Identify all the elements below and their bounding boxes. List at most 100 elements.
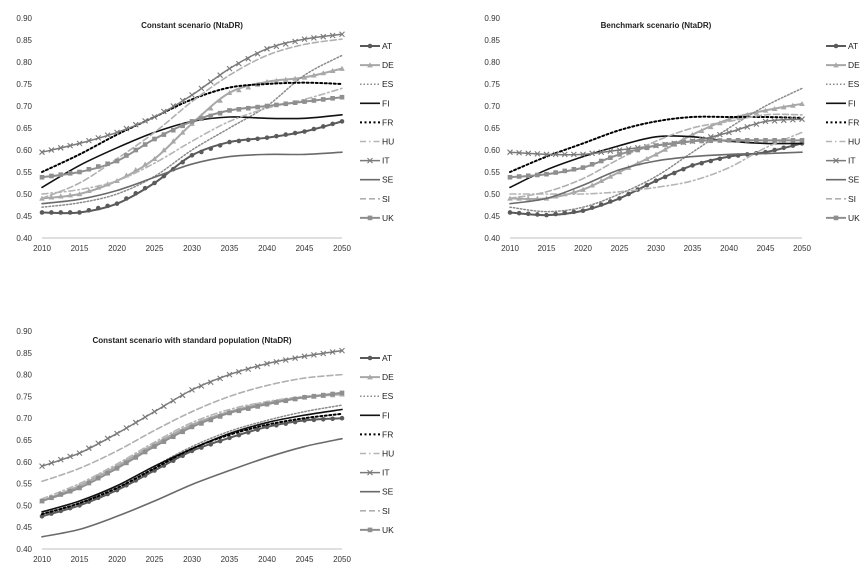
data-point [48,460,55,466]
legend-label: FR [382,429,393,439]
data-point [698,127,705,133]
data-point [179,129,186,135]
data-point [236,138,242,144]
data-point [160,108,167,115]
data-point [217,414,223,419]
y-tick-label: 0.80 [484,58,500,67]
data-point [608,155,613,160]
legend-label: AT [848,41,858,51]
data-point [708,138,714,144]
data-point [227,139,232,145]
data-point [189,386,195,393]
data-point [320,392,326,398]
data-point [48,194,55,200]
data-point [771,105,778,111]
data-point [516,149,523,156]
data-point [771,117,778,124]
series-line [41,437,343,538]
data-point [57,144,64,151]
legend-item-uk: UK [360,213,394,223]
data-point [86,187,92,193]
data-point [207,105,214,111]
series-line [41,38,343,200]
y-tick-label: 0.55 [16,480,32,489]
data-point [85,445,92,452]
data-point [780,104,787,110]
series-fr [41,412,343,516]
data-point [123,125,130,132]
data-point [762,107,769,113]
data-point [199,116,204,121]
legend-label: SI [382,194,390,204]
legend-marker [367,43,373,49]
data-point [653,143,659,148]
data-point [653,151,659,157]
data-point [142,142,148,147]
legend-item-fr: FR [360,117,393,127]
y-tick-label: 0.85 [16,36,32,45]
data-point [516,210,522,216]
data-point [608,199,613,204]
series-es [509,87,803,213]
data-point [282,357,289,363]
data-point [39,498,45,504]
data-point [790,102,796,108]
data-point [580,186,586,192]
data-point [236,107,242,112]
legend-label: FI [848,98,856,108]
y-tick-label: 0.50 [484,190,500,199]
legend-item-fi: FI [360,98,390,108]
data-point [189,424,195,430]
data-point [516,174,522,179]
data-point [254,50,261,57]
legend-label: FI [382,98,390,108]
data-point [799,116,805,123]
data-point [562,210,568,216]
data-point [67,453,74,460]
data-point [255,427,260,432]
data-point [607,173,614,179]
data-point [644,182,650,188]
data-point [49,210,54,215]
data-point [132,121,139,128]
data-point [207,78,214,85]
data-point [763,138,768,143]
x-tick-label: 2015 [538,244,556,253]
legend-item-si: SI [826,194,856,204]
data-point [264,360,270,367]
data-point [320,124,326,129]
y-tick-label: 0.80 [16,371,32,380]
data-point [170,434,176,440]
chart-constant-scenario: Constant scenario (NtaDR) 0.40 0.45 0.50 0.5… [16,14,394,253]
legend-label: DE [848,60,860,70]
data-point [671,141,677,146]
legend-label: UK [382,213,394,223]
data-point [39,463,45,470]
chart-title: Constant scenario with standard populati… [92,336,291,345]
data-point [561,151,568,158]
data-point [198,85,205,92]
data-point [189,119,195,124]
legend-item-de: DE [360,372,394,382]
data-point [339,94,345,100]
y-tick-label: 0.65 [16,124,32,133]
y-tick-label: 0.90 [16,14,32,23]
data-point [671,170,677,176]
data-point [544,212,549,218]
data-point [142,414,149,420]
series-line [41,151,343,205]
data-point [95,475,101,481]
data-point [301,36,308,43]
legend-label: SE [382,175,394,185]
data-point [217,375,224,382]
data-point [57,456,64,463]
data-point [198,383,205,389]
data-point [245,84,252,90]
series-se [41,437,343,538]
legend-marker [367,469,373,476]
data-point [653,178,659,184]
legend-label: AT [382,353,392,363]
y-tick-label: 0.70 [16,414,32,423]
data-point [217,72,224,79]
legend-item-es: ES [360,391,394,401]
